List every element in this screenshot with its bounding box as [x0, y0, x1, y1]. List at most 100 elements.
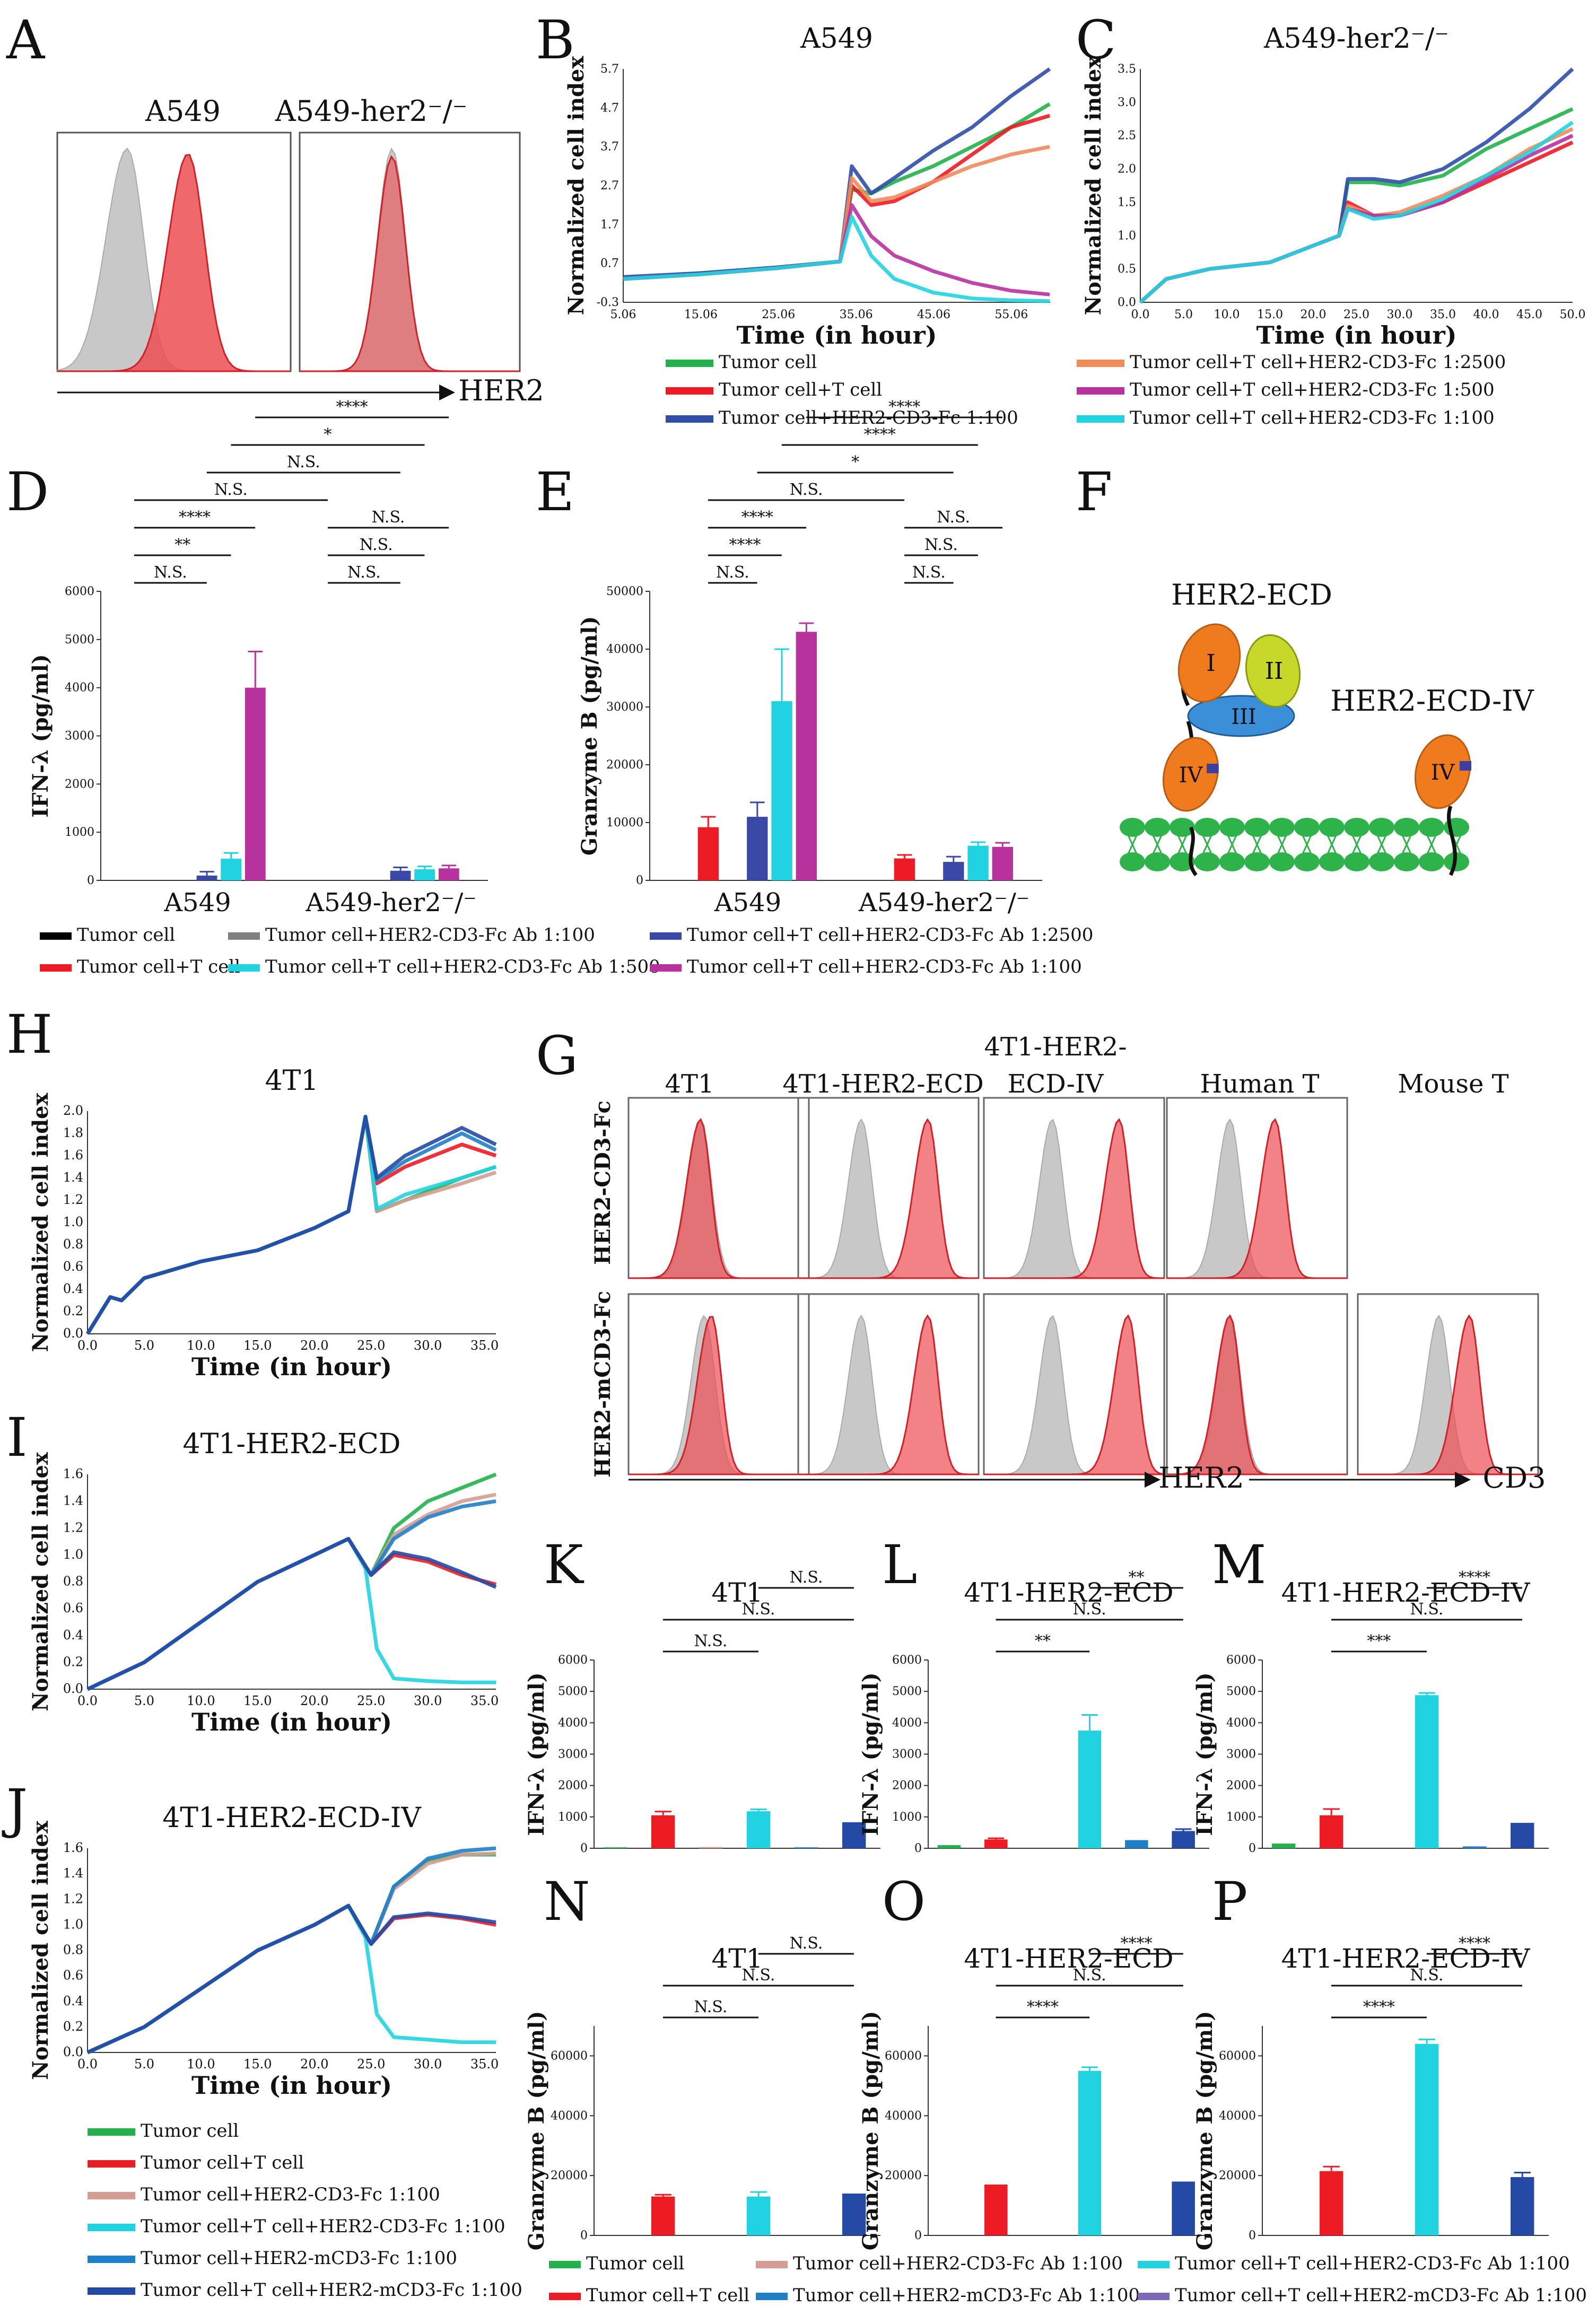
legend-label: Tumor cell [141, 2120, 239, 2142]
lipid-head [1269, 818, 1295, 837]
significance-label: N.S. [287, 453, 320, 471]
histogram-stain-red [984, 1117, 1164, 1279]
histogram-stain-red [1358, 1314, 1538, 1475]
x-axis-label: Time (in hour) [191, 1708, 392, 1736]
series-line-1 [86, 1903, 496, 2055]
significance-label: N.S. [912, 563, 946, 582]
lipid-tail [1426, 835, 1437, 854]
y-axis-label: Granzyme B (pg/ml) [524, 2011, 549, 2251]
legend-swatch [1077, 360, 1124, 367]
significance-label: * [851, 453, 859, 471]
bar [795, 1847, 818, 1848]
legend-label: Tumor cell+HER2-CD3-Fc Ab 1:100 [265, 924, 595, 946]
x-tick-label: 35.0 [470, 1338, 499, 1353]
legend-swatch [549, 2293, 581, 2300]
lipid-head [1419, 818, 1444, 837]
series-line-5 [86, 1537, 497, 1691]
lipid-head [1344, 852, 1369, 871]
histogram-stain-red [1167, 1314, 1347, 1475]
legend-swatch [88, 2256, 135, 2263]
y-axis-label: Normalized cell index [28, 1820, 53, 2080]
panel-letter-c: C [1076, 9, 1116, 71]
y-tick-label: 0 [914, 2229, 922, 2242]
column-header: Mouse T [1398, 1069, 1508, 1099]
chart-title: A549-her2⁻/⁻ [1263, 23, 1449, 55]
y-axis-label: IFN-λ (pg/ml) [524, 1672, 549, 1836]
x-tick-label: 10.0 [1214, 308, 1240, 321]
histogram-stain-red [984, 1314, 1165, 1475]
bar [438, 868, 459, 880]
panel-letter-p: P [1212, 1871, 1247, 1933]
y-tick-label: 1.4 [63, 1170, 83, 1185]
legend-swatch [650, 932, 682, 940]
lipid-head [1194, 852, 1220, 871]
legend-panels-d-e: Tumor cell Tumor cell+T cell Tumor cell+HE… [40, 924, 1093, 977]
y-tick-label: 20000 [1219, 2169, 1256, 2182]
legend-swatch [88, 2287, 135, 2295]
chart-title: 4T1-HER2-ECD [964, 1943, 1173, 1974]
y-tick-label: 5000 [558, 1685, 588, 1698]
histogram-stain-red [629, 1117, 809, 1279]
y-tick-label: 1000 [65, 826, 94, 839]
lipid-tail [1127, 835, 1138, 854]
panel-letter-i: I [6, 1406, 28, 1469]
significance-label: **** [888, 398, 920, 416]
legend-panels-h-i-j: Tumor cell Tumor cell+T cell Tumor cell+HE… [88, 2120, 522, 2301]
y-tick-label: 20000 [606, 758, 643, 772]
y-tick-label: 2000 [1226, 1779, 1256, 1793]
y-tick-label: 0 [1249, 2229, 1256, 2242]
y-tick-label: 0 [914, 1842, 922, 1855]
x-tick-label: 0.0 [1131, 308, 1150, 321]
chart-title: 4T1-HER2-ECD-IV [1281, 1943, 1531, 1974]
bar-charts: 0 1000 2000 3000 4000 5000 6000 IFN-λ (pg/ml) A5… [28, 398, 1549, 2250]
x-tick-label: 45.0 [1516, 308, 1542, 321]
histogram-control-grey [798, 1118, 979, 1279]
lipid-tail [1302, 835, 1312, 854]
panel-letter-b: B [536, 9, 575, 71]
y-tick-label: 1.7 [600, 218, 619, 231]
series-line-4 [623, 203, 1050, 296]
legend-label: Tumor cell+T cell [586, 2285, 749, 2306]
series-line-2 [86, 1115, 497, 1335]
y-tick-label: 0.2 [63, 2019, 83, 2034]
significance-label: **** [741, 508, 773, 527]
y-axis-label: IFN-λ (pg/ml) [1192, 1672, 1217, 1836]
bar [1078, 1731, 1102, 1848]
x-tick-label: 35.0 [470, 2057, 499, 2072]
y-tick-label: 20000 [551, 2169, 588, 2182]
chart-title: A549 [800, 23, 873, 55]
histogram-control-grey [798, 1314, 979, 1475]
panel-letter-a: A [6, 9, 46, 71]
legend-swatch [549, 2261, 581, 2268]
y-tick-label: 1.0 [63, 1547, 83, 1562]
y-axis-label: Granzyme B (pg/ml) [858, 2011, 883, 2251]
y-tick-label: 6000 [1226, 1654, 1256, 1667]
row-label: HER2-CD3-Fc [590, 1100, 615, 1265]
panel-letter-f: F [1076, 461, 1112, 523]
histogram-control-grey [1167, 1314, 1347, 1475]
x-tick-label: 0.0 [77, 1693, 98, 1708]
significance-label: **** [1459, 1568, 1490, 1587]
axis-label-cd3: CD3 [1483, 1461, 1546, 1495]
x-tick-label: 5.0 [134, 1338, 154, 1353]
lipid-tail [1202, 835, 1212, 854]
y-tick-label: 3.7 [600, 141, 619, 154]
legend-swatch [1138, 2293, 1170, 2300]
x-axis-label: Time (in hour) [191, 2071, 392, 2100]
lipid-head [1194, 818, 1220, 837]
bar [1172, 2181, 1195, 2235]
y-tick-label: 6000 [558, 1654, 588, 1667]
y-tick-label: 4000 [1226, 1716, 1256, 1729]
lipid-tail [1376, 835, 1387, 854]
lipid-head [1319, 818, 1345, 837]
bar [245, 687, 266, 880]
significance-label: **** [1459, 1934, 1490, 1953]
lipid-head [1369, 852, 1394, 871]
transmembrane-chain [1447, 805, 1457, 876]
legend-swatch [88, 2128, 135, 2136]
y-tick-label: 0.4 [63, 1994, 83, 2008]
bar [1172, 1831, 1195, 1848]
bar [842, 1822, 866, 1848]
y-tick-label: 0.8 [63, 1574, 83, 1589]
y-tick-label: 1000 [558, 1811, 588, 1824]
